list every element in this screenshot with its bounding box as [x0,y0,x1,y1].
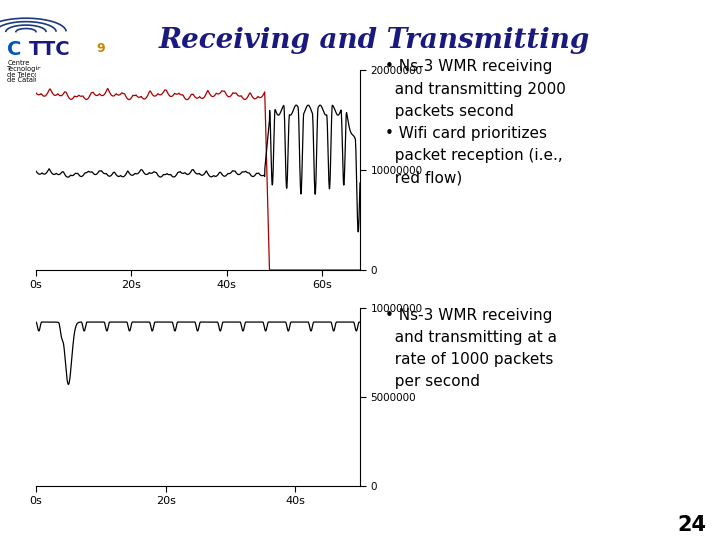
Text: de Telecomunicacions: de Telecomunicacions [7,72,81,78]
Text: 9: 9 [96,42,105,55]
Text: Centre: Centre [7,60,30,66]
Text: 24: 24 [678,515,706,535]
Text: C: C [7,39,22,59]
Text: • Ns-3 WMR receiving
  and transmitting at a
  rate of 1000 packets
  per second: • Ns-3 WMR receiving and transmitting at… [384,308,557,389]
Text: Tecnologic: Tecnologic [7,66,42,72]
Text: de Catalunya: de Catalunya [7,77,51,83]
Text: Receiving and Transmitting: Receiving and Transmitting [158,27,590,54]
Text: • Ns-3 WMR receiving
  and transmitting 2000
  packets second
• Wifi card priori: • Ns-3 WMR receiving and transmitting 20… [384,59,565,185]
Text: TTC: TTC [29,39,71,59]
